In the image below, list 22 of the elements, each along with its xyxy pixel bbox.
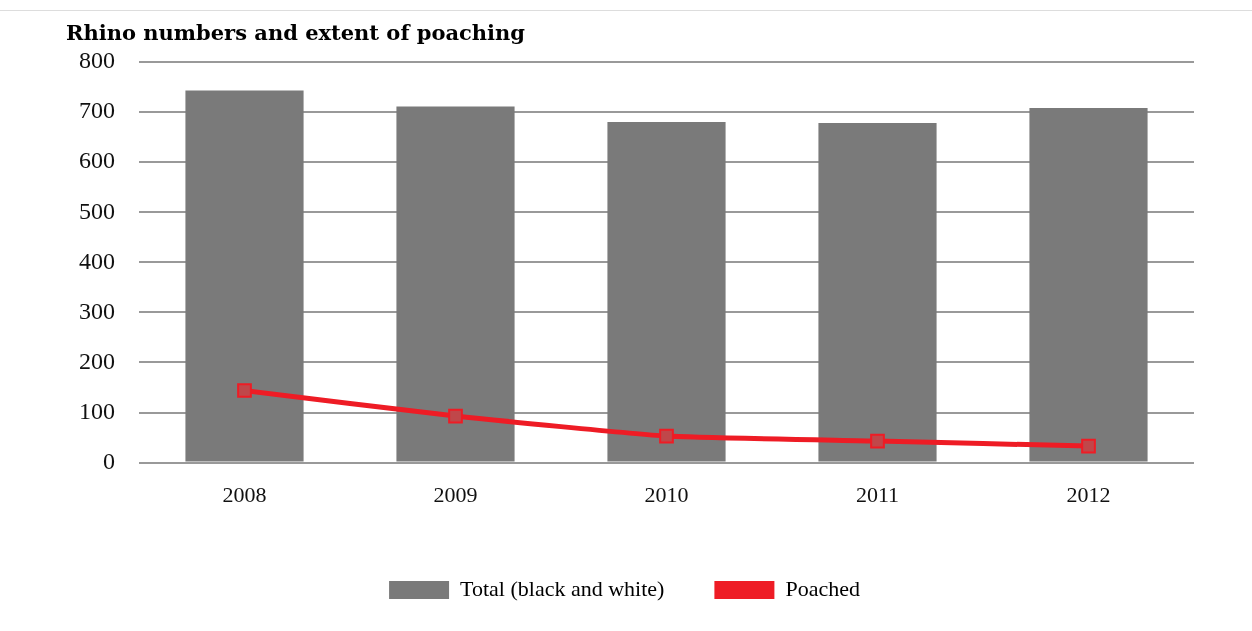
x-tick-label: 2012 [1066, 481, 1111, 507]
point [659, 428, 674, 444]
y-tick-label: 300 [79, 297, 115, 324]
y-tick-label: 800 [79, 47, 115, 74]
y-tick-label: 700 [79, 97, 115, 124]
point [1081, 438, 1096, 454]
x-tick-label: 2008 [222, 481, 267, 507]
y-tick-label: 500 [79, 197, 115, 224]
y-tick-label: 600 [79, 147, 115, 174]
x-tick-label: 2009 [433, 481, 478, 507]
y-tick-label: 400 [79, 247, 115, 274]
x-tick-label: 2011 [855, 481, 900, 507]
y-tick-label: 200 [79, 347, 115, 374]
point [448, 408, 463, 424]
x-tick-label: 2010 [644, 481, 689, 507]
legend-label: Poached [785, 575, 860, 601]
y-tick-label: 100 [79, 397, 115, 424]
chart-title: Rhino numbers and extent of poaching [66, 20, 526, 45]
point [237, 383, 252, 398]
legend-label: Total (black and white) [460, 575, 665, 601]
y-tick-label: 0 [103, 447, 115, 474]
point [870, 433, 885, 449]
